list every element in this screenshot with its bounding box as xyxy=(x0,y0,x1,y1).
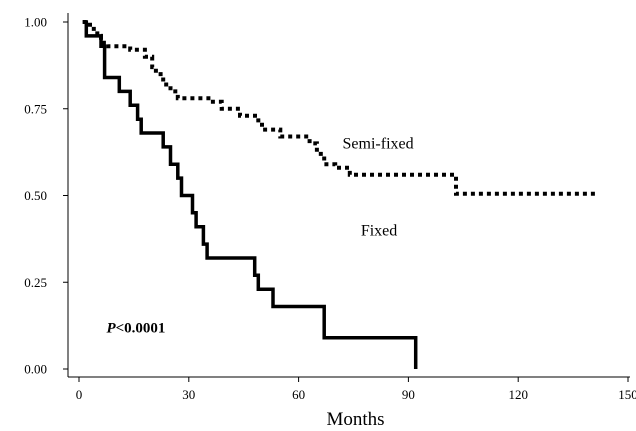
x-axis-title: Months xyxy=(326,409,384,430)
series-label-group: Semi-fixed Fixed xyxy=(343,136,414,240)
x-tick-label: 120 xyxy=(508,387,528,402)
x-tick-label: 0 xyxy=(76,387,83,402)
x-tick-label: 60 xyxy=(292,387,305,402)
x-ticks: 0 30 60 90 120 150 xyxy=(76,377,636,402)
y-tick-label: 1.00 xyxy=(24,15,47,30)
y-ticks: 0.00 0.25 0.50 0.75 1.00 xyxy=(24,15,68,377)
series-line-fixed xyxy=(82,20,418,369)
series-group xyxy=(82,20,596,369)
y-tick-label: 0.75 xyxy=(24,101,47,116)
x-tick-label: 90 xyxy=(402,387,415,402)
series-line-semi-fixed xyxy=(82,20,596,196)
p-value-text: <0.0001 xyxy=(116,321,166,337)
series-label: Fixed xyxy=(361,222,397,239)
p-value-annotation: P<0.0001 xyxy=(106,321,165,337)
x-tick-label: 150 xyxy=(618,387,636,402)
y-tick-label: 0.00 xyxy=(24,362,47,377)
p-value-prefix: P xyxy=(106,321,116,337)
y-tick-label: 0.25 xyxy=(24,275,47,290)
x-tick-label: 30 xyxy=(182,387,195,402)
y-tick-label: 0.50 xyxy=(24,188,47,203)
series-label: Semi-fixed xyxy=(343,136,414,153)
